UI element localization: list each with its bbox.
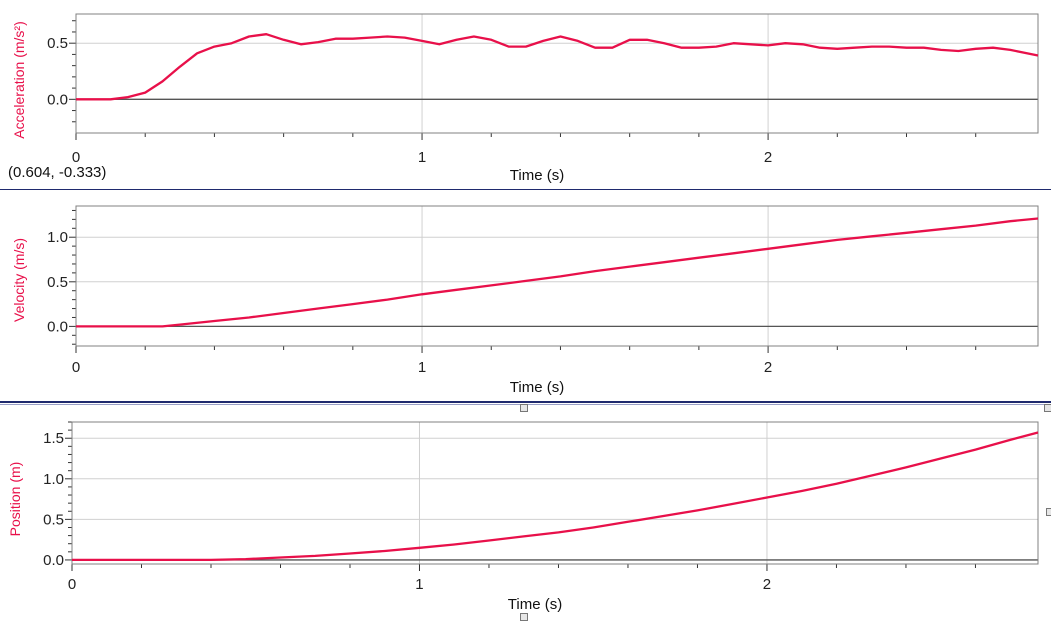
position-y-axis-label[interactable]: Position (m) xyxy=(7,462,23,537)
x-tick-label: 0 xyxy=(72,149,80,166)
x-tick-label: 1 xyxy=(415,576,423,593)
acceleration-x-axis-label: Time (s) xyxy=(510,167,564,184)
x-tick-label: 0 xyxy=(72,359,80,376)
acceleration-series-line[interactable] xyxy=(76,33,1039,101)
x-tick-label: 2 xyxy=(764,149,772,166)
y-tick-label: 0.5 xyxy=(47,274,68,291)
y-tick-label: 0.0 xyxy=(47,91,68,108)
acceleration-plot-frame xyxy=(75,13,1039,134)
x-tick-label: 2 xyxy=(763,576,771,593)
velocity-graph[interactable]: 0 1 2 0.0 0.5 1.0 Velocity (m/s) Time (s) xyxy=(0,190,1051,402)
x-tick-label: 2 xyxy=(764,359,772,376)
position-ticks: 0 1 2 0.0 0.5 1.0 1.5 xyxy=(43,421,976,593)
position-graph[interactable]: 0 1 2 0.0 0.5 1.0 1.5 Position (m) Time (s) xyxy=(0,402,1051,617)
position-plot-frame xyxy=(71,421,1039,565)
resize-handle[interactable] xyxy=(520,404,528,412)
position-series-line[interactable] xyxy=(72,431,1039,562)
velocity-series-line[interactable] xyxy=(76,217,1039,328)
velocity-panel: 0 1 2 0.0 0.5 1.0 Velocity (m/s) Time (s) xyxy=(0,190,1051,402)
y-tick-label: 1.5 xyxy=(43,430,64,447)
coordinate-readout: (0.604, -0.333) xyxy=(8,164,107,181)
velocity-ticks: 0 1 2 0.0 0.5 1.0 xyxy=(47,209,977,376)
resize-handle[interactable] xyxy=(1044,404,1051,412)
velocity-x-axis-label: Time (s) xyxy=(510,379,564,396)
panel-separator[interactable] xyxy=(0,401,1051,403)
acceleration-graph[interactable]: 0 1 2 0.0 0.5 Acceleration (m/s²) Time (s) xyxy=(0,0,1051,190)
y-tick-label: 0.0 xyxy=(47,318,68,335)
acceleration-ticks: 0 1 2 0.0 0.5 xyxy=(47,20,977,166)
y-tick-label: 0.5 xyxy=(43,511,64,528)
position-gridlines xyxy=(71,422,1038,564)
acceleration-gridlines xyxy=(75,14,1038,133)
x-tick-label: 1 xyxy=(418,149,426,166)
y-tick-label: 0.0 xyxy=(43,552,64,569)
y-tick-label: 0.5 xyxy=(47,35,68,52)
resize-handle[interactable] xyxy=(1046,508,1051,516)
position-x-axis-label: Time (s) xyxy=(508,596,562,613)
y-tick-label: 1.0 xyxy=(47,229,68,246)
acceleration-y-axis-label[interactable]: Acceleration (m/s²) xyxy=(11,21,27,138)
position-panel: 0 1 2 0.0 0.5 1.0 1.5 Position (m) Time (s) xyxy=(0,402,1051,617)
x-tick-label: 0 xyxy=(68,576,76,593)
velocity-y-axis-label[interactable]: Velocity (m/s) xyxy=(11,238,27,322)
y-tick-label: 1.0 xyxy=(43,471,64,488)
velocity-plot-frame xyxy=(75,205,1039,347)
x-tick-label: 1 xyxy=(418,359,426,376)
acceleration-panel: 0 1 2 0.0 0.5 Acceleration (m/s²) Time (s) (… xyxy=(0,0,1051,190)
